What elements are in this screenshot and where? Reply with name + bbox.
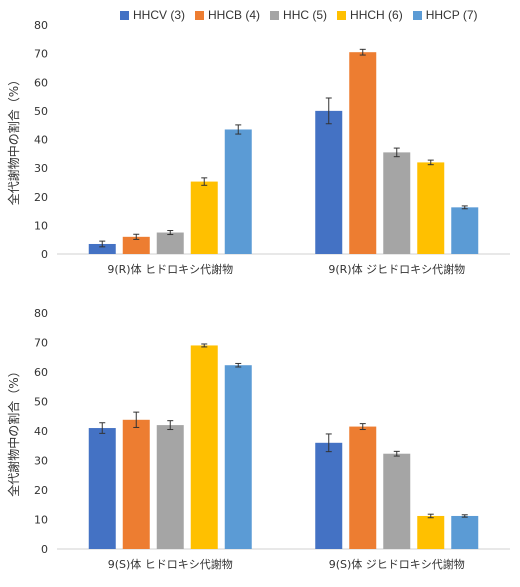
bar: [88, 428, 116, 549]
bar: [417, 162, 445, 254]
legend-item: HHCB (4): [195, 8, 260, 22]
category-label: 9(R)体 ヒドロキシ代謝物: [107, 262, 233, 276]
category-label: 9(R)体 ジヒドロキシ代謝物: [328, 262, 465, 276]
bar: [451, 515, 479, 549]
bar: [417, 515, 445, 549]
legend-label: HHC (5): [283, 8, 328, 22]
y-tick-label: 30: [34, 162, 48, 175]
legend-swatch: [195, 10, 205, 20]
legend-label: HHCH (6): [350, 8, 403, 22]
bar: [349, 426, 377, 549]
legend-item: HHCP (7): [412, 8, 478, 22]
bar: [383, 453, 411, 549]
bar: [315, 110, 343, 254]
y-tick-label: 40: [34, 425, 48, 438]
y-tick-label: 80: [34, 19, 48, 32]
legend-swatch: [337, 10, 347, 20]
category-label: 9(S)体 ヒドロキシ代謝物: [108, 557, 233, 571]
bar: [224, 365, 252, 549]
y-tick-label: 30: [34, 455, 48, 468]
legend-item: HHCH (6): [337, 8, 403, 22]
y-tick-label: 10: [34, 514, 48, 527]
legend: HHCV (3) HHCB (4) HHC (5) HHCH (6) HHCP (7): [120, 8, 478, 22]
bar: [122, 236, 150, 254]
legend-swatch: [412, 10, 422, 20]
legend-item: HHC (5): [270, 8, 327, 22]
bar: [122, 419, 150, 549]
bar: [190, 345, 218, 549]
y-tick-label: 20: [34, 484, 48, 497]
y-tick-label: 10: [34, 219, 48, 232]
y-tick-label: 20: [34, 191, 48, 204]
legend-swatch: [270, 10, 280, 20]
y-tick-label: 0: [41, 543, 48, 556]
y-axis-label: 全代謝物中の割合（%）: [6, 74, 21, 205]
bar: [88, 243, 116, 254]
legend-item: HHCV (3): [120, 8, 185, 22]
bar: [383, 152, 411, 254]
y-tick-label: 50: [34, 396, 48, 409]
y-tick-label: 60: [34, 76, 48, 89]
legend-swatch: [120, 10, 129, 20]
y-tick-label: 60: [34, 366, 48, 379]
y-tick-label: 0: [41, 248, 48, 261]
legend-label: HHCB (4): [208, 8, 261, 22]
bar: [224, 129, 252, 254]
y-axis-label: 全代謝物中の割合（%）: [6, 365, 21, 496]
bar: [156, 425, 184, 549]
y-tick-label: 50: [34, 105, 48, 118]
y-tick-label: 80: [34, 307, 48, 320]
bar: [451, 207, 479, 254]
y-tick-label: 70: [34, 48, 48, 61]
category-label: 9(S)体 ジヒドロキシ代謝物: [329, 557, 465, 571]
bar: [190, 181, 218, 254]
bar: [156, 232, 184, 254]
legend-label: HHCP (7): [425, 8, 478, 22]
bar: [349, 52, 377, 254]
bar: [315, 442, 343, 549]
legend-label: HHCV (3): [133, 8, 186, 22]
y-tick-label: 70: [34, 337, 48, 350]
y-tick-label: 40: [34, 134, 48, 147]
